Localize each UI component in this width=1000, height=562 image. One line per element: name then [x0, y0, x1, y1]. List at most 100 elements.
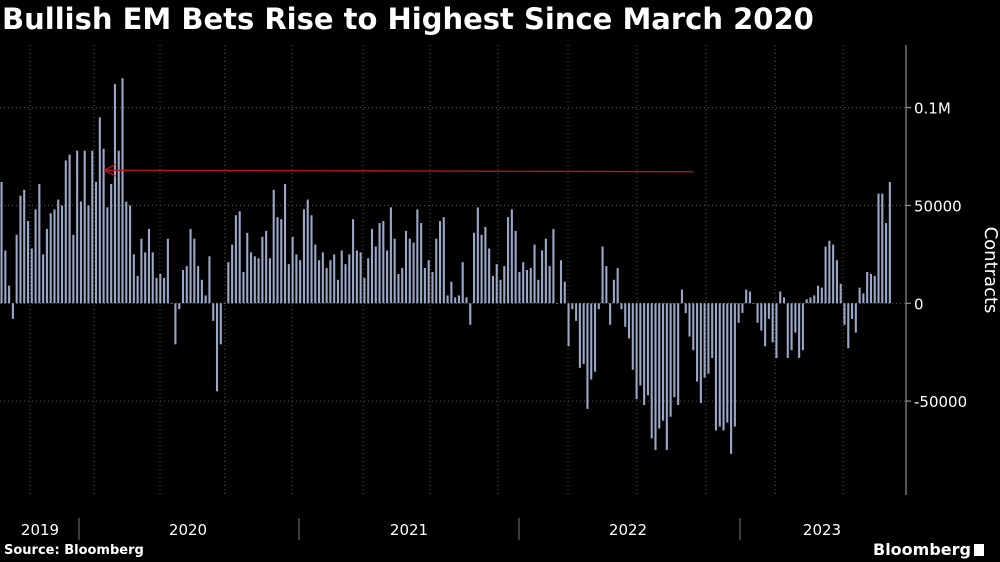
bar [257, 258, 260, 304]
bar [473, 232, 476, 304]
bar [786, 303, 789, 359]
bar [627, 303, 631, 339]
bar [798, 303, 801, 359]
bar [238, 211, 241, 304]
bar [242, 271, 245, 304]
bar [299, 260, 302, 304]
bar [38, 183, 41, 304]
bar [113, 84, 116, 304]
bar [722, 303, 725, 431]
bar [877, 193, 880, 304]
bar [457, 295, 460, 304]
bar [174, 303, 177, 345]
bar [522, 262, 525, 304]
bar [748, 291, 752, 304]
bar [49, 213, 52, 304]
bar [605, 266, 608, 304]
bar [465, 297, 468, 304]
bar [431, 271, 434, 304]
bar [718, 303, 721, 427]
bar [692, 303, 695, 351]
bar [662, 303, 665, 421]
bar [567, 303, 570, 347]
bar [711, 303, 714, 359]
y-tick-label: 50000 [914, 197, 962, 215]
bar [469, 303, 472, 325]
bar [23, 189, 26, 304]
bar [446, 295, 449, 304]
bar [359, 252, 362, 304]
bar [499, 279, 502, 304]
bar [450, 281, 453, 304]
bar [68, 154, 71, 304]
bar [261, 236, 264, 304]
bar [348, 254, 351, 304]
bar [83, 150, 86, 304]
y-tick-label: 0.1M [914, 100, 951, 118]
axes: 0.1M 50000 0 -50000 2019 2020 2021 2022 2023 [21, 45, 967, 540]
bar [476, 207, 479, 304]
bar [616, 268, 619, 304]
bar [265, 230, 268, 304]
bar [730, 303, 733, 454]
bar [193, 238, 196, 304]
gridlines [0, 45, 906, 495]
bar [684, 303, 687, 314]
bar [703, 303, 706, 378]
bar [873, 275, 876, 304]
bar [246, 232, 249, 304]
bar [767, 303, 770, 319]
bar [72, 234, 75, 304]
bar [597, 303, 600, 310]
bar [650, 303, 653, 439]
bar [393, 238, 396, 304]
bar [427, 260, 430, 304]
bar [582, 303, 585, 364]
bar [764, 303, 767, 347]
bar [707, 303, 710, 374]
bar [839, 283, 842, 304]
bar [208, 256, 211, 304]
bar [76, 150, 79, 304]
bar [665, 303, 668, 450]
bar [284, 183, 287, 304]
bar [548, 266, 551, 304]
bar [4, 250, 7, 304]
bar [733, 303, 736, 427]
x-tick-label: 2021 [390, 521, 428, 539]
bar [321, 252, 324, 304]
bar [612, 279, 615, 304]
bar [121, 78, 124, 304]
bar [200, 279, 203, 304]
bar [144, 252, 147, 304]
bar [790, 303, 793, 351]
bar [223, 303, 226, 304]
bar [858, 287, 861, 304]
bar [677, 303, 680, 405]
bar [340, 250, 343, 304]
bar [688, 303, 691, 337]
bar [525, 270, 529, 304]
x-tick-label: 2020 [169, 521, 207, 539]
bar [805, 299, 808, 304]
bar [147, 228, 151, 304]
bar [885, 223, 888, 304]
bar [420, 223, 423, 304]
bar [336, 279, 340, 304]
bar [552, 228, 555, 304]
bar [15, 234, 18, 304]
bar [507, 217, 510, 304]
bar [571, 303, 574, 310]
bar [166, 238, 169, 304]
bar [866, 271, 869, 304]
y-tick-label: 0 [914, 295, 924, 313]
bar [847, 303, 850, 349]
bar [234, 215, 237, 304]
bar [185, 266, 188, 304]
bar [416, 209, 419, 304]
bar [775, 303, 778, 359]
bar [726, 303, 729, 423]
bar [408, 238, 411, 304]
bar [178, 303, 181, 310]
bar [215, 303, 219, 392]
